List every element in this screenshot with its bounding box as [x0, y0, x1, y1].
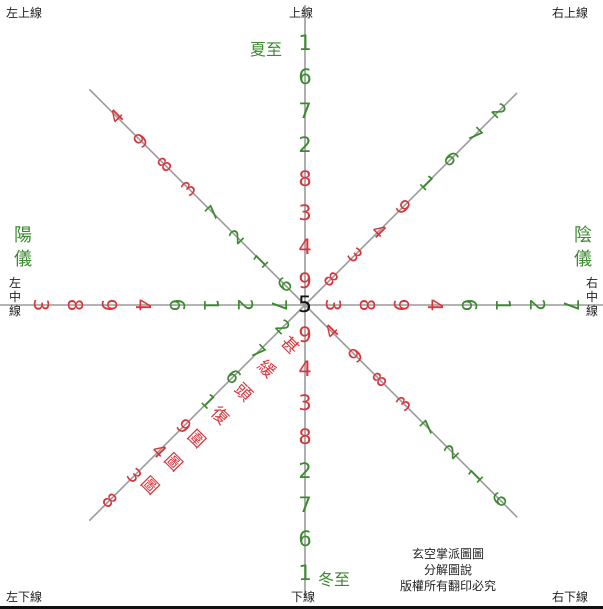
axis-line-lower-left: [88, 304, 306, 522]
bottom-border: [0, 606, 603, 609]
arm-number-left: 4: [131, 299, 155, 312]
label-winter-solstice: 冬至: [318, 570, 351, 589]
arm-number-down: 2: [298, 459, 311, 483]
arm-number-right: 7: [559, 299, 583, 312]
arm-number-left: 7: [267, 299, 291, 312]
arm-number-left: 1: [199, 299, 223, 312]
arm-number-down: 6: [298, 527, 311, 551]
arm-number-up: 9: [298, 269, 311, 293]
arm-number-up: 6: [298, 65, 311, 89]
label-yang-yi: 陽 儀: [12, 224, 34, 272]
arm-number-left: 2: [233, 299, 257, 312]
arm-number-down: 3: [298, 391, 311, 415]
arm-number-down: 8: [298, 425, 311, 449]
arm-number-up: 7: [298, 99, 311, 123]
arm-number-up: 4: [298, 235, 311, 259]
right-middle-char: 中: [585, 290, 598, 304]
label-top-center: 上線: [289, 6, 314, 20]
arm-number-left: 9: [97, 299, 121, 312]
axis-line-lower-right: [304, 304, 518, 518]
axis-line-upper-left: [88, 88, 306, 306]
label-bottom-center: 下線: [291, 590, 316, 604]
credit-line: 版權所有翻印必究: [399, 579, 496, 593]
arm-number-up: 2: [298, 133, 311, 157]
yin-yi-char: 儀: [574, 249, 592, 270]
arm-number-up: 8: [298, 167, 311, 191]
label-top-right: 右上線: [552, 6, 589, 20]
arm-number-down: 9: [298, 323, 311, 347]
left-middle-char: 左: [8, 276, 21, 290]
arm-number-right: 8: [355, 299, 379, 312]
arm-number-down: 7: [298, 493, 311, 517]
label-bottom-right: 右下線: [552, 590, 589, 604]
arm-number-left: 3: [29, 299, 53, 312]
center-number: 5: [298, 293, 312, 318]
right-middle-char: 右: [585, 276, 598, 290]
arm-number-down: 1: [298, 561, 311, 585]
right-middle-char: 線: [585, 304, 598, 318]
arm-number-right: 1: [491, 299, 515, 312]
label-bottom-left: 左下線: [6, 590, 43, 604]
arm-number-right: 3: [321, 299, 345, 312]
yin-yi-char: 陰: [574, 225, 592, 246]
arm-number-left: 6: [165, 299, 189, 312]
credit-line: 玄空掌派圖圖: [411, 547, 484, 561]
credit-block: 玄空掌派圖圖 分解圖說 版權所有翻印必究: [363, 546, 533, 594]
arm-number-left: 8: [63, 299, 87, 312]
label-right-middle: 右 中 線: [585, 276, 599, 318]
label-top-left: 左上線: [6, 6, 43, 20]
arm-number-down: 4: [298, 357, 311, 381]
arm-number-right: 4: [423, 299, 447, 312]
arm-number-right: 9: [389, 299, 413, 312]
axis-line-upper-right: [304, 92, 518, 306]
left-middle-char: 線: [8, 304, 21, 318]
arm-number-right: 6: [457, 299, 481, 312]
label-left-middle: 左 中 線: [8, 276, 22, 318]
label-summer-solstice: 夏至: [250, 40, 283, 59]
arm-number-up: 1: [298, 31, 311, 55]
yang-yi-char: 儀: [14, 249, 32, 270]
label-yin-yi: 陰 儀: [572, 224, 594, 272]
arm-number-right: 2: [525, 299, 549, 312]
left-middle-char: 中: [8, 290, 21, 304]
credit-line: 分解圖說: [423, 563, 472, 577]
arm-number-up: 3: [298, 201, 311, 225]
yang-yi-char: 陽: [14, 225, 32, 246]
axis-lines: [0, 5, 603, 597]
